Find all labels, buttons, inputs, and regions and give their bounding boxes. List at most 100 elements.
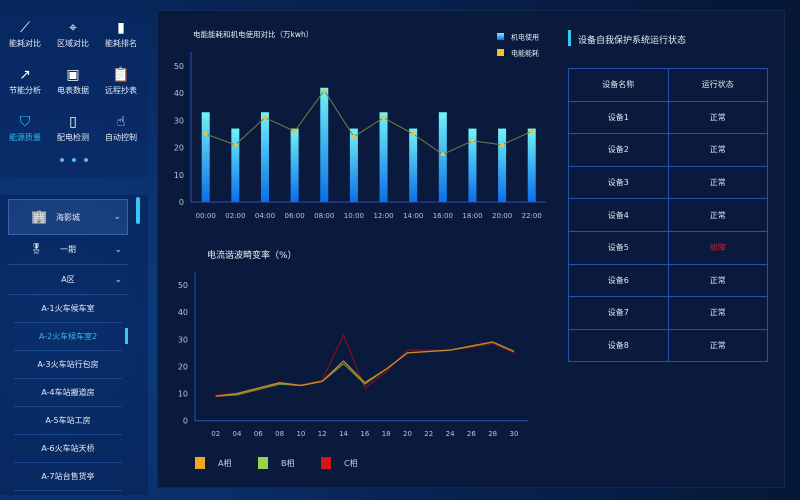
device-status: 正常	[667, 263, 768, 298]
line-point	[203, 132, 208, 136]
table-row: 设备2 正常	[568, 133, 768, 167]
y-tick-label: 50	[174, 62, 184, 71]
chevron-down-icon: ⌄	[113, 212, 121, 222]
location-pin-icon: ⌖	[69, 20, 77, 36]
title-accent	[568, 30, 571, 46]
y-tick-label: 50	[178, 281, 188, 290]
x-tick-label: 04	[233, 430, 242, 438]
device-name: 设备4	[568, 198, 669, 232]
x-tick-label: 10	[296, 430, 305, 438]
x-tick-label: 10:00	[344, 212, 364, 220]
node-label: A区	[61, 275, 75, 284]
bar	[290, 128, 299, 202]
shield-check-icon: ⛉	[19, 114, 31, 130]
table-row: 设备8 正常	[568, 328, 768, 363]
legend-swatch	[497, 33, 504, 40]
tree-node-city[interactable]: 🏢 海影城 ⌄	[8, 199, 128, 235]
x-tick-label: 00:00	[196, 212, 216, 220]
trend-line-icon: ⟋	[20, 20, 30, 36]
x-tick-label: 06:00	[285, 212, 305, 220]
selected-indicator	[125, 328, 128, 344]
line-point	[440, 152, 445, 157]
node-label: 海影城	[56, 212, 80, 222]
bar	[260, 112, 269, 202]
x-tick-label: 02:00	[225, 212, 245, 220]
pager-dots	[60, 158, 88, 162]
bar	[379, 112, 388, 202]
y-tick-label: 20	[174, 144, 184, 153]
menu-item[interactable]: ⟋ 能耗对比	[1, 18, 49, 49]
x-tick-label: 20:00	[492, 212, 512, 220]
menu-label: 能耗排名	[105, 39, 137, 48]
device-status: 正常	[667, 100, 768, 135]
menu-item[interactable]: ⌖ 区域对比	[49, 18, 97, 49]
menu-label: 电表数据	[57, 86, 89, 95]
bar	[468, 128, 477, 202]
bar	[231, 128, 240, 202]
menu-label: 能耗对比	[9, 39, 41, 48]
device-status: 正常	[667, 165, 768, 200]
x-tick-label: 12:00	[373, 212, 393, 220]
tree-leaf[interactable]: A-5车站工房	[14, 407, 122, 435]
x-tick-label: 06	[254, 430, 263, 438]
line-point	[411, 132, 416, 136]
device-name: 设备5	[568, 230, 669, 265]
page-dot[interactable]	[60, 158, 64, 162]
legend-label: 电能能耗	[511, 49, 539, 58]
menu-item[interactable]: ▮ 能耗排名	[97, 18, 145, 49]
header-name: 设备名称	[568, 68, 669, 102]
menu-item[interactable]: ↗ 节能分析	[1, 65, 49, 96]
menu-item[interactable]: ⛉ 能源质量	[1, 112, 49, 143]
menu-item[interactable]: ☝ 自动控制	[97, 112, 145, 143]
bar-chart-icon: ▮	[117, 20, 125, 36]
line-point	[262, 115, 267, 120]
device-status: 正常	[667, 328, 768, 363]
tree-leaf[interactable]: A-7站台售货亭	[14, 463, 122, 491]
legend-swatch	[195, 457, 205, 469]
x-tick-label: 18	[382, 430, 391, 438]
legend-label: 机电使用	[511, 33, 539, 42]
legend-label: C相	[344, 458, 358, 468]
tree-leaf[interactable]: A-4车站搬道房	[14, 379, 122, 407]
x-tick-label: 08	[275, 430, 284, 438]
tree-leaf[interactable]: A-3火车站行包房	[14, 351, 122, 379]
line-point	[233, 142, 238, 147]
menu-label: 自动控制	[105, 133, 137, 142]
bar	[320, 87, 329, 202]
tree-leaf[interactable]: A-1火车候车室	[14, 295, 122, 323]
menu-label: 节能分析	[9, 86, 41, 95]
clipboard-icon: 📋	[112, 67, 130, 83]
x-tick-label: 14	[339, 430, 348, 438]
chart2-title: 电流谐波畸变率（%）	[207, 249, 297, 261]
device-status: 正常	[667, 296, 768, 330]
page-dot[interactable]	[84, 158, 88, 162]
x-tick-label: 16:00	[433, 212, 453, 220]
device-name: 设备3	[568, 165, 669, 200]
x-tick-label: 22:00	[522, 212, 542, 220]
bar	[201, 112, 210, 202]
menu-label: 区域对比	[57, 39, 89, 48]
series-line-2	[215, 333, 515, 396]
line-point	[470, 138, 475, 143]
x-tick-label: 12	[318, 430, 327, 438]
scrollbar[interactable]	[136, 197, 140, 224]
bar	[527, 128, 536, 202]
tree-leaf[interactable]: A-2火车候车室2	[14, 323, 122, 351]
status-table: 设备名称 运行状态 设备1 正常 设备2 正常 设备3 正常 设备4 正常 设备5 故障 设备6 正常 设备…	[568, 68, 768, 363]
page-dot[interactable]	[72, 158, 76, 162]
chart1-title: 电能能耗和机电使用对比（万kwh）	[193, 29, 313, 39]
y-tick-label: 40	[178, 308, 188, 317]
device-name: 设备2	[568, 133, 669, 167]
menu-label: 远程抄表	[105, 86, 137, 95]
x-tick-label: 30	[510, 430, 519, 438]
table-row: 设备6 正常	[568, 263, 768, 298]
node-label: 一期	[60, 245, 76, 254]
menu-item[interactable]: 📋 远程抄表	[97, 65, 145, 96]
device-name: 设备7	[568, 296, 669, 330]
x-tick-label: 22	[424, 430, 433, 438]
tree-node-zone[interactable]: A区 ⌄	[8, 265, 128, 295]
menu-item[interactable]: ▣ 电表数据	[49, 65, 97, 96]
menu-item[interactable]: ▯ 配电检测	[49, 112, 97, 143]
tree-leaf[interactable]: A-6火车站天桥	[14, 435, 122, 463]
tree-node-phase[interactable]: 🎖 一期 ⌄	[8, 235, 128, 265]
